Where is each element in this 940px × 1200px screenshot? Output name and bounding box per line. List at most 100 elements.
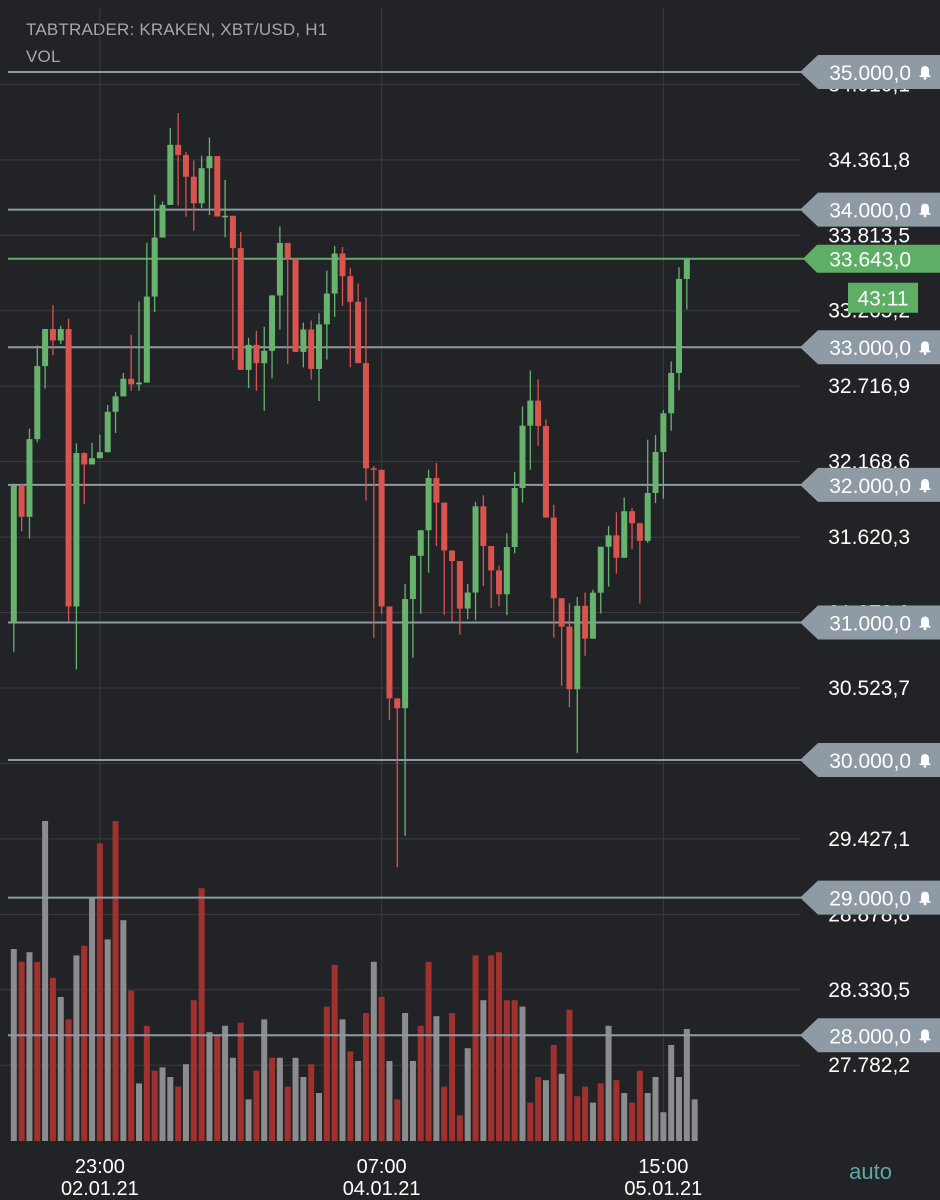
candle-body: [308, 329, 315, 369]
volume-bar: [519, 1006, 526, 1141]
volume-bar: [691, 1099, 698, 1141]
candle-body: [394, 698, 401, 709]
volume-bar: [143, 1025, 150, 1141]
y-tick-label: 28.330,5: [828, 979, 910, 1002]
volume-bar: [206, 1032, 213, 1141]
alert-price-tag: [800, 880, 940, 915]
volume-bar: [57, 997, 64, 1141]
volume-label: VOL: [26, 47, 61, 66]
candle-body: [49, 329, 56, 341]
volume-bar: [269, 1057, 276, 1141]
alert-price-label: 30.000,0: [829, 750, 911, 773]
alert-price-tag: [800, 55, 940, 89]
volume-bar: [527, 1102, 534, 1141]
volume-bar: [73, 955, 80, 1141]
x-tick-time: 07:00: [357, 1156, 407, 1178]
candle-body: [206, 156, 213, 169]
auto-scale-button[interactable]: auto: [849, 1159, 892, 1184]
candle-body: [136, 382, 143, 385]
candle-body: [355, 301, 362, 364]
y-tick-label: 33.813,5: [828, 224, 910, 247]
candle-body: [81, 453, 88, 465]
candle-body: [128, 378, 135, 385]
volume-bars: [10, 821, 698, 1141]
candle-body: [425, 477, 432, 531]
candle-body: [402, 599, 409, 709]
x-tick-date: 02.01.21: [61, 1178, 139, 1200]
bell-icon: [919, 616, 931, 631]
candle-body: [566, 626, 573, 690]
volume-bar: [120, 920, 127, 1141]
candle-body: [316, 324, 323, 369]
volume-bar: [644, 1093, 651, 1141]
candle-body: [112, 396, 119, 412]
y-tick-label: 30.523,7: [828, 677, 910, 700]
candle-body: [229, 215, 236, 249]
volume-bar: [566, 1009, 573, 1141]
volume-bar: [433, 1016, 440, 1141]
candle-body: [370, 468, 377, 470]
volume-bar: [550, 1045, 557, 1141]
candle-body: [550, 517, 557, 599]
candle-body: [535, 400, 542, 427]
candle-body: [668, 372, 675, 414]
volume-bar: [542, 1080, 549, 1141]
volume-bar: [402, 1013, 409, 1141]
x-tick-time: 23:00: [75, 1156, 125, 1178]
volume-bar: [182, 1064, 189, 1141]
candle-body: [237, 248, 244, 370]
y-tick-label: 27.782,2: [828, 1054, 910, 1077]
candle-body: [245, 344, 252, 370]
candle-body: [182, 154, 189, 177]
volume-bar: [472, 955, 479, 1141]
volume-bar: [480, 1000, 487, 1141]
candle-body: [683, 258, 690, 279]
candle-body: [636, 523, 643, 541]
volume-bar: [589, 1102, 596, 1141]
volume-bar: [261, 1019, 268, 1141]
volume-bar: [676, 1077, 683, 1141]
y-tick-label: 34.361,8: [828, 149, 910, 172]
alert-price-tag: [800, 1018, 940, 1053]
y-tick-label: 32.716,9: [828, 375, 910, 398]
bell-icon: [919, 478, 931, 493]
candle-body: [331, 253, 338, 294]
volume-bar: [605, 1025, 612, 1141]
candle-body: [104, 411, 111, 453]
candle-body: [629, 511, 636, 524]
candle-body: [89, 458, 96, 465]
candle-body: [292, 258, 299, 352]
volume-bar: [284, 1086, 291, 1141]
volume-bar: [417, 1025, 424, 1141]
candle-body: [644, 492, 651, 541]
candle-body: [409, 555, 416, 600]
alert-price-label: 31.000,0: [829, 612, 911, 635]
candle-body: [378, 469, 385, 607]
candle-body: [441, 502, 448, 551]
candle-body: [120, 378, 127, 397]
candle-body: [167, 144, 174, 205]
volume-bar: [409, 1061, 416, 1141]
candle-body: [276, 242, 283, 296]
candle-body: [57, 329, 64, 341]
volume-bar: [636, 1070, 643, 1141]
candle-body: [449, 550, 456, 562]
volume-bar: [394, 1099, 401, 1141]
x-tick-time: 15:00: [638, 1156, 688, 1178]
volume-bar: [65, 1019, 72, 1141]
candle-body: [542, 426, 549, 518]
candle-body: [456, 561, 463, 609]
candle-body: [503, 547, 510, 595]
candle-body: [300, 329, 307, 352]
candle-body: [261, 350, 268, 364]
alert-price-label: 35.000,0: [829, 62, 911, 85]
candle-body: [464, 592, 471, 609]
candle-body: [323, 293, 330, 325]
volume-bar: [558, 1073, 565, 1141]
countdown-badge: [848, 282, 918, 313]
candle-body: [34, 366, 41, 440]
volume-bar: [496, 952, 503, 1141]
volume-bar: [128, 990, 135, 1141]
last-price-tag: [803, 244, 940, 273]
